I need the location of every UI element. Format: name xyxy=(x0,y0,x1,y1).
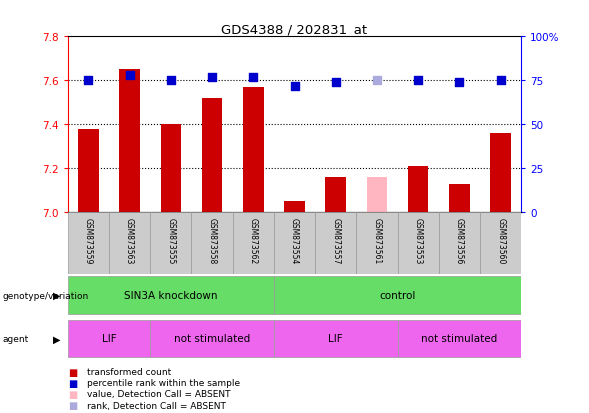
Bar xyxy=(325,178,346,213)
Bar xyxy=(109,213,150,275)
Text: ▶: ▶ xyxy=(54,334,61,344)
Bar xyxy=(78,129,98,213)
Text: ■: ■ xyxy=(68,367,77,377)
Text: GSM873562: GSM873562 xyxy=(249,218,258,264)
Bar xyxy=(449,184,469,213)
Bar xyxy=(408,166,428,213)
Bar xyxy=(439,213,480,275)
Text: GSM873558: GSM873558 xyxy=(207,218,217,264)
Bar xyxy=(398,320,521,357)
Point xyxy=(125,73,134,79)
Point xyxy=(249,74,258,81)
Point xyxy=(207,74,217,81)
Point xyxy=(166,78,176,84)
Point xyxy=(331,79,340,86)
Text: GSM873553: GSM873553 xyxy=(413,218,423,264)
Text: ■: ■ xyxy=(68,400,77,410)
Bar xyxy=(356,213,398,275)
Bar xyxy=(150,320,274,357)
Point xyxy=(372,78,382,84)
Bar xyxy=(274,277,521,314)
Point xyxy=(413,78,423,84)
Text: GSM873555: GSM873555 xyxy=(166,218,176,264)
Bar xyxy=(274,213,315,275)
Bar xyxy=(68,320,150,357)
Bar xyxy=(201,99,223,213)
Bar xyxy=(366,178,387,213)
Text: not stimulated: not stimulated xyxy=(174,334,250,344)
Bar xyxy=(68,213,109,275)
Bar xyxy=(274,320,398,357)
Bar xyxy=(490,134,511,213)
Text: LIF: LIF xyxy=(329,334,343,344)
Text: percentile rank within the sample: percentile rank within the sample xyxy=(87,378,240,387)
Bar xyxy=(243,88,263,213)
Text: GSM873563: GSM873563 xyxy=(125,218,134,264)
Bar xyxy=(191,213,233,275)
Bar xyxy=(160,125,181,213)
Bar xyxy=(150,213,191,275)
Text: value, Detection Call = ABSENT: value, Detection Call = ABSENT xyxy=(87,389,230,399)
Bar xyxy=(233,213,274,275)
Text: SIN3A knockdown: SIN3A knockdown xyxy=(124,290,217,300)
Point xyxy=(455,79,464,86)
Text: GSM873554: GSM873554 xyxy=(290,218,299,264)
Point xyxy=(84,78,93,84)
Text: not stimulated: not stimulated xyxy=(421,334,498,344)
Text: control: control xyxy=(379,290,416,300)
Text: ■: ■ xyxy=(68,389,77,399)
Text: GSM873556: GSM873556 xyxy=(455,218,464,264)
Text: GSM873560: GSM873560 xyxy=(496,218,505,264)
Point xyxy=(496,78,505,84)
Title: GDS4388 / 202831_at: GDS4388 / 202831_at xyxy=(221,23,368,36)
Text: GSM873559: GSM873559 xyxy=(84,218,93,264)
Bar xyxy=(315,213,356,275)
Point xyxy=(290,83,299,90)
Text: GSM873561: GSM873561 xyxy=(372,218,382,264)
Bar xyxy=(68,277,274,314)
Text: LIF: LIF xyxy=(102,334,116,344)
Bar xyxy=(480,213,521,275)
Text: ▶: ▶ xyxy=(54,290,61,300)
Text: rank, Detection Call = ABSENT: rank, Detection Call = ABSENT xyxy=(87,401,226,410)
Text: genotype/variation: genotype/variation xyxy=(3,291,89,300)
Bar xyxy=(284,202,305,213)
Text: ■: ■ xyxy=(68,378,77,388)
Bar xyxy=(119,70,140,213)
Text: GSM873557: GSM873557 xyxy=(331,218,340,264)
Bar xyxy=(398,213,439,275)
Text: transformed count: transformed count xyxy=(87,367,171,376)
Text: agent: agent xyxy=(3,334,29,343)
